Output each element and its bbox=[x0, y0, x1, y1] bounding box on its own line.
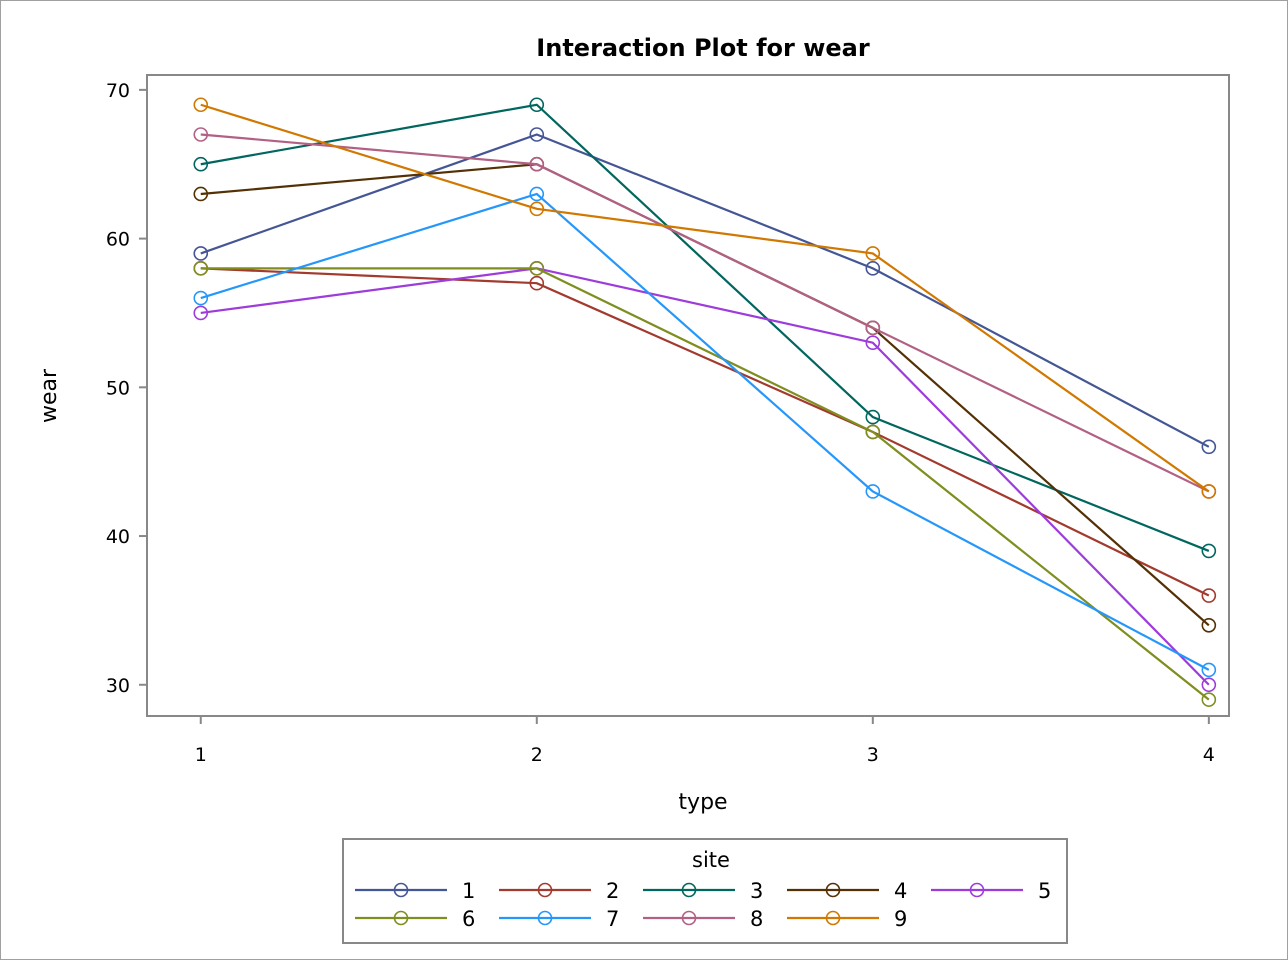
data-point bbox=[193, 186, 209, 202]
series-line bbox=[200, 133, 1210, 493]
plot-area bbox=[146, 74, 1230, 717]
y-axis-label: wear bbox=[37, 368, 62, 423]
legend-label: 9 bbox=[894, 907, 907, 931]
series-line bbox=[200, 267, 1210, 686]
legend-items: 1 2 3 4 5 6 7 8 9 bbox=[355, 879, 1051, 931]
data-point bbox=[529, 127, 545, 142]
data-point bbox=[1201, 677, 1217, 693]
y-tick-label: 30 bbox=[106, 675, 130, 697]
legend-swatch-marker bbox=[537, 882, 553, 898]
data-point bbox=[193, 127, 209, 142]
legend-item-9: 9 bbox=[787, 907, 907, 931]
series-1 bbox=[193, 127, 1217, 455]
data-point bbox=[529, 275, 545, 291]
series-line bbox=[200, 103, 1210, 493]
series-9 bbox=[193, 97, 1217, 499]
data-point bbox=[529, 201, 545, 217]
legend-label: 1 bbox=[462, 879, 475, 903]
y-axis: 30 40 50 60 70 bbox=[106, 80, 147, 697]
legend-swatch-marker bbox=[825, 882, 841, 898]
y-tick-label: 50 bbox=[106, 377, 130, 399]
legend-swatch-marker bbox=[537, 910, 553, 926]
legend-swatch-marker bbox=[681, 910, 697, 926]
data-point bbox=[529, 156, 545, 172]
series-line bbox=[200, 163, 1210, 627]
data-point bbox=[193, 305, 209, 321]
data-point bbox=[193, 246, 209, 261]
legend-label: 2 bbox=[606, 879, 619, 903]
data-point bbox=[865, 484, 881, 499]
data-point bbox=[1201, 439, 1217, 455]
data-point bbox=[865, 261, 881, 276]
x-tick-label: 2 bbox=[531, 744, 543, 766]
legend-label: 4 bbox=[894, 879, 907, 903]
data-point bbox=[865, 335, 881, 351]
data-point bbox=[193, 156, 209, 172]
chart-title: Interaction Plot for wear bbox=[536, 34, 870, 62]
series-line bbox=[200, 133, 1210, 448]
legend-title: site bbox=[692, 848, 730, 872]
data-point bbox=[529, 186, 545, 202]
data-point bbox=[193, 97, 209, 113]
legend-item-4: 4 bbox=[787, 879, 907, 903]
series-6 bbox=[193, 261, 1217, 707]
series-line bbox=[200, 192, 1210, 671]
data-point bbox=[193, 290, 209, 306]
series-2 bbox=[193, 261, 1217, 603]
x-tick-label: 3 bbox=[867, 744, 879, 766]
series-3 bbox=[193, 97, 1217, 559]
legend-label: 3 bbox=[750, 879, 763, 903]
legend-label: 5 bbox=[1038, 879, 1051, 903]
x-axis: 1 2 3 4 bbox=[195, 716, 1215, 766]
data-point bbox=[529, 97, 545, 113]
legend: site 1 2 3 4 5 6 7 8 9 bbox=[342, 838, 1068, 944]
legend-item-3: 3 bbox=[643, 879, 763, 903]
data-point bbox=[1201, 617, 1217, 633]
series-4 bbox=[193, 156, 1217, 633]
series-7 bbox=[193, 186, 1217, 678]
legend-label: 6 bbox=[462, 907, 475, 931]
data-point bbox=[193, 261, 209, 276]
legend-item-8: 8 bbox=[643, 907, 763, 931]
x-tick-label: 1 bbox=[195, 744, 207, 766]
legend-swatch-marker bbox=[681, 882, 697, 898]
x-tick-label: 4 bbox=[1203, 744, 1215, 766]
data-point bbox=[865, 409, 881, 425]
y-tick-label: 40 bbox=[106, 526, 130, 548]
data-point bbox=[1201, 692, 1217, 707]
y-tick-label: 70 bbox=[106, 80, 130, 102]
series-5 bbox=[193, 261, 1217, 693]
legend-item-2: 2 bbox=[499, 879, 619, 903]
data-point bbox=[865, 246, 881, 261]
legend-swatch-marker bbox=[969, 882, 985, 898]
legend-label: 7 bbox=[606, 907, 619, 931]
data-point bbox=[1201, 662, 1217, 678]
data-point bbox=[865, 424, 881, 440]
legend-item-1: 1 bbox=[355, 879, 475, 903]
series-layer bbox=[193, 97, 1217, 707]
x-axis-label: type bbox=[678, 790, 727, 815]
data-point bbox=[1201, 588, 1217, 603]
legend-label: 8 bbox=[750, 907, 763, 931]
legend-item-5: 5 bbox=[931, 879, 1051, 903]
data-point bbox=[1201, 484, 1217, 499]
legend-swatch-marker bbox=[825, 910, 841, 926]
y-tick-label: 60 bbox=[106, 229, 130, 251]
series-8 bbox=[193, 127, 1217, 499]
series-line bbox=[200, 267, 1210, 701]
legend-swatch-marker bbox=[393, 882, 409, 898]
data-point bbox=[865, 320, 881, 336]
legend-swatch-marker bbox=[393, 910, 409, 926]
data-point bbox=[529, 261, 545, 276]
legend-item-6: 6 bbox=[355, 907, 475, 931]
series-line bbox=[200, 103, 1210, 552]
series-line bbox=[200, 267, 1210, 597]
data-point bbox=[1201, 543, 1217, 559]
legend-item-7: 7 bbox=[499, 907, 619, 931]
